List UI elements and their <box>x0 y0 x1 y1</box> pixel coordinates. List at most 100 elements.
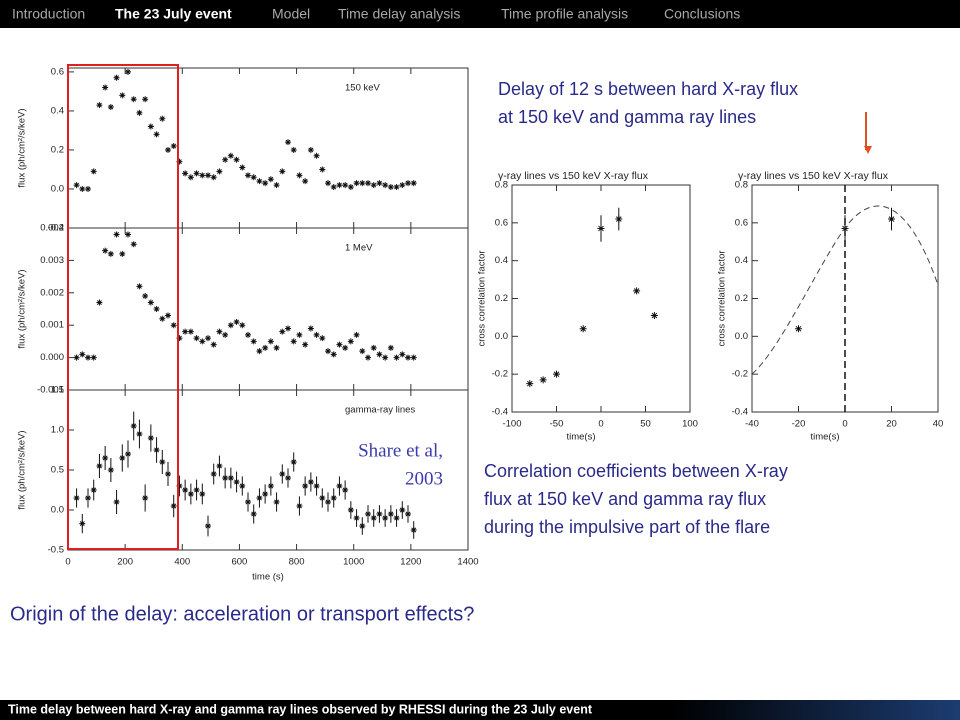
y-tick-label: 0.002 <box>40 287 64 298</box>
data-point <box>382 182 389 189</box>
data-point <box>205 335 211 342</box>
y-tick-label: 0.4 <box>495 255 508 266</box>
data-point <box>153 447 160 453</box>
data-point <box>302 483 309 489</box>
data-point <box>227 152 234 159</box>
y-tick-label: 0.4 <box>735 255 748 266</box>
nav-item[interactable]: Time delay analysis <box>338 6 460 22</box>
plot-frame <box>67 227 469 391</box>
nav-item[interactable]: Conclusions <box>664 6 740 22</box>
data-point <box>79 520 86 527</box>
chart-title: γ-ray lines vs 150 keV X-ray flux <box>738 170 889 182</box>
nav-item[interactable]: The 23 July event <box>115 6 232 22</box>
y-axis-label: flux (ph/cm²/s/keV) <box>17 108 28 187</box>
data-point <box>199 338 206 345</box>
data-point <box>262 180 269 187</box>
y-tick-label: -0.2 <box>48 223 64 234</box>
y-tick-label: 0.8 <box>735 180 748 191</box>
y-tick-label: 0.004 <box>40 223 64 234</box>
data-point <box>113 74 120 81</box>
data-point <box>405 354 411 361</box>
data-point <box>387 344 394 351</box>
data-point <box>107 250 114 257</box>
data-point <box>319 166 326 173</box>
data-point <box>193 335 200 342</box>
y-tick-label: 0.0 <box>51 505 64 516</box>
data-point <box>279 471 286 477</box>
data-point <box>250 174 257 181</box>
y-axis-label: flux (ph/cm²/s/keV) <box>17 269 28 348</box>
data-point <box>290 338 297 345</box>
data-point <box>553 370 560 378</box>
data-point <box>267 338 274 345</box>
data-point <box>119 455 126 461</box>
data-point <box>539 376 547 384</box>
y-tick-label: 1.0 <box>51 425 64 436</box>
data-point <box>633 287 641 295</box>
data-point <box>526 380 534 388</box>
data-point <box>256 178 263 185</box>
data-point <box>159 315 166 322</box>
data-point <box>273 182 280 189</box>
fit-curve <box>751 205 939 375</box>
x-tick-label: 400 <box>174 557 190 568</box>
data-point <box>147 299 154 306</box>
question: Origin of the delay: acceleration or tra… <box>10 603 474 625</box>
data-point <box>142 96 149 103</box>
nav-item[interactable]: Introduction <box>12 6 85 22</box>
data-point <box>102 455 109 461</box>
data-point <box>130 96 137 103</box>
nav-item[interactable]: Model <box>272 6 310 22</box>
data-point <box>290 146 297 153</box>
nav-item[interactable]: Time profile analysis <box>501 6 628 22</box>
data-point <box>239 164 246 171</box>
data-point <box>579 325 587 333</box>
correlation-text: Correlation coefficients between X-ray <box>484 461 788 481</box>
data-point <box>262 491 269 497</box>
y-tick-label: 0.0 <box>51 183 64 194</box>
data-point <box>376 180 383 187</box>
data-point <box>342 487 349 493</box>
data-point <box>359 523 366 529</box>
x-tick-label: 20 <box>886 419 897 430</box>
data-point <box>182 328 189 335</box>
y-tick-label: 0.8 <box>495 180 508 191</box>
data-point <box>319 495 326 501</box>
data-point <box>376 351 383 358</box>
data-point <box>176 158 183 165</box>
data-point <box>650 312 658 320</box>
data-point <box>382 354 389 361</box>
y-tick-label: 0.003 <box>40 255 64 266</box>
data-point <box>302 341 309 348</box>
data-point <box>245 331 251 338</box>
data-point <box>370 182 377 189</box>
data-point <box>113 499 120 505</box>
x-tick-label: 0 <box>65 557 70 568</box>
data-point <box>353 331 360 338</box>
data-point <box>353 515 360 521</box>
x-axis-label: time (s) <box>252 572 284 583</box>
data-point <box>113 231 120 238</box>
data-point <box>336 341 343 348</box>
data-point <box>250 511 257 517</box>
data-point <box>296 331 303 338</box>
data-point <box>615 215 623 223</box>
data-point <box>330 495 337 501</box>
footer: Time delay between hard X-ray and gamma … <box>8 702 593 716</box>
data-point <box>96 299 103 306</box>
data-point <box>233 479 240 485</box>
x-tick-label: -50 <box>550 419 564 430</box>
x-tick-label: 1200 <box>400 557 421 568</box>
x-tick-label: 1400 <box>457 557 478 568</box>
x-tick-label: -100 <box>502 419 521 430</box>
data-point <box>410 354 417 361</box>
x-tick-label: 600 <box>231 557 247 568</box>
data-point <box>205 172 211 179</box>
data-point <box>187 328 194 335</box>
y-tick-label: 0.2 <box>51 144 64 155</box>
plot-frame <box>67 67 469 229</box>
data-point <box>795 325 802 333</box>
highlight-box <box>67 64 179 550</box>
data-point <box>302 178 309 185</box>
